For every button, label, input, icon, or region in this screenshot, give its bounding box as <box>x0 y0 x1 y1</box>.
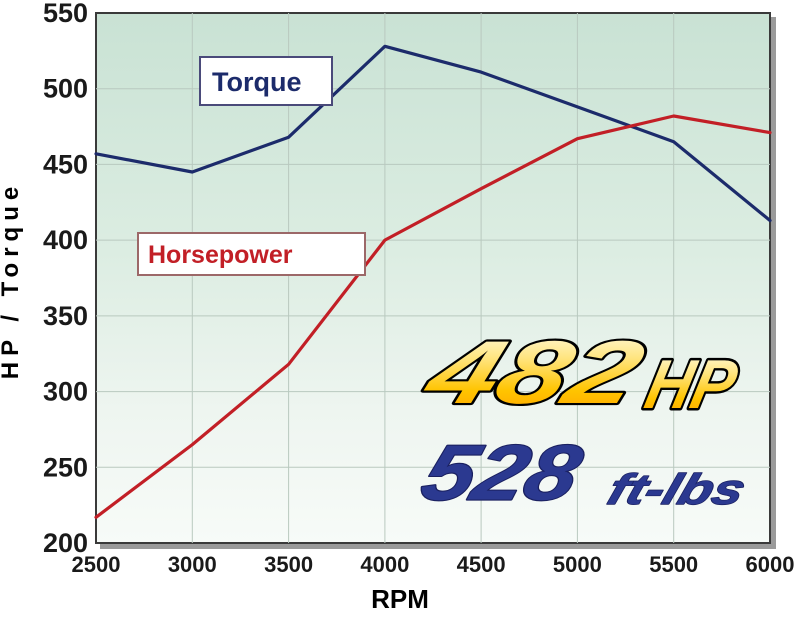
svg-text:400: 400 <box>43 225 88 255</box>
svg-text:RPM: RPM <box>371 584 429 614</box>
svg-text:4500: 4500 <box>457 552 506 577</box>
svg-text:250: 250 <box>43 452 88 482</box>
svg-text:528: 528 <box>412 430 592 517</box>
svg-text:Torque: Torque <box>212 67 302 97</box>
svg-text:5500: 5500 <box>649 552 698 577</box>
svg-text:3000: 3000 <box>168 552 217 577</box>
svg-text:2500: 2500 <box>72 552 121 577</box>
svg-text:300: 300 <box>43 377 88 407</box>
svg-text:ft-lbs: ft-lbs <box>602 466 752 514</box>
svg-text:350: 350 <box>43 301 88 331</box>
svg-text:6000: 6000 <box>746 552 795 577</box>
svg-text:HP: HP <box>639 346 744 423</box>
svg-text:3500: 3500 <box>264 552 313 577</box>
svg-text:450: 450 <box>43 149 88 179</box>
svg-text:Horsepower: Horsepower <box>148 241 293 269</box>
svg-text:500: 500 <box>43 74 88 104</box>
svg-text:550: 550 <box>43 0 88 28</box>
svg-text:482: 482 <box>412 323 656 423</box>
svg-text:5000: 5000 <box>553 552 602 577</box>
svg-text:HP / Torque: HP / Torque <box>0 181 24 379</box>
svg-text:4000: 4000 <box>360 552 409 577</box>
